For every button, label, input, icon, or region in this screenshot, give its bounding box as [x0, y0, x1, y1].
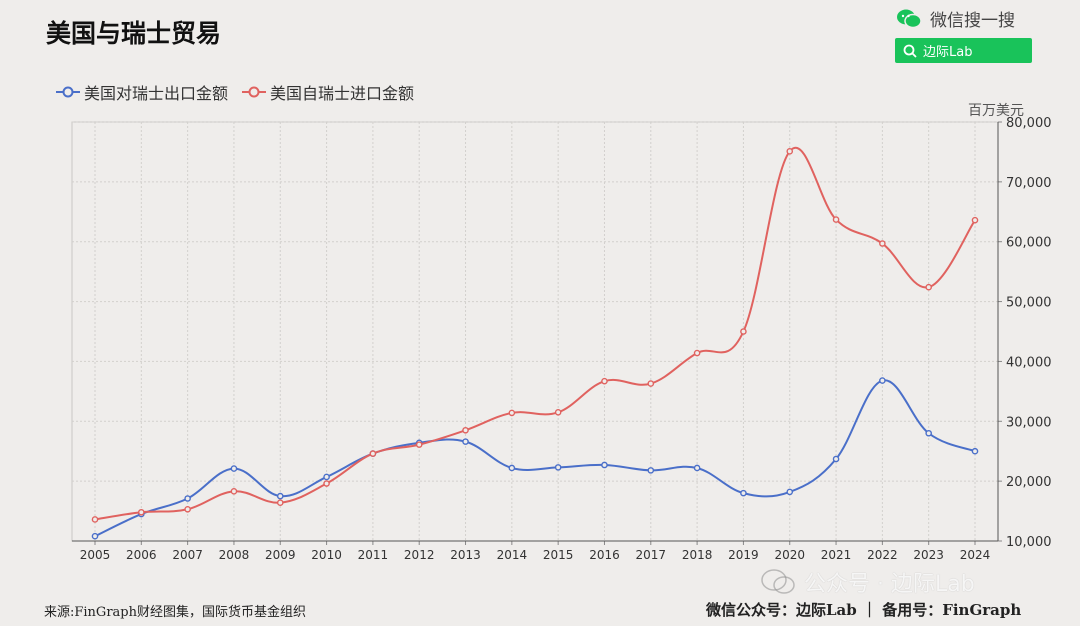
data-point-1 — [601, 377, 608, 385]
x-tick-label: 2020 — [774, 548, 805, 562]
data-point-1 — [879, 240, 886, 247]
data-point-0 — [647, 467, 655, 474]
legend-item-import[interactable]: 美国自瑞士进口金额 — [242, 80, 414, 104]
legend: 美国对瑞士出口金额 美国自瑞士进口金额 — [56, 80, 414, 104]
data-point-1 — [925, 283, 932, 291]
legend-item-export[interactable]: 美国对瑞士出口金额 — [56, 80, 228, 104]
data-point-1 — [415, 441, 423, 448]
data-point-1 — [323, 480, 330, 487]
source-note: 来源:FinGraph财经图集，国际货币基金组织 — [44, 605, 306, 620]
x-tick-label: 2008 — [219, 548, 250, 562]
data-point-1 — [832, 216, 840, 223]
data-point-1 — [138, 508, 145, 516]
legend-marker-import — [242, 86, 267, 98]
data-point-0 — [508, 464, 516, 472]
data-point-0 — [323, 473, 330, 481]
data-point-0 — [601, 461, 608, 469]
data-point-0 — [786, 488, 794, 496]
x-tick-label: 2011 — [358, 548, 389, 562]
y-tick-label: 40,000 — [1006, 355, 1052, 370]
series-line-1 — [94, 147, 976, 521]
x-tick-label: 2006 — [126, 548, 157, 562]
data-point-0 — [740, 489, 747, 497]
data-point-1 — [647, 380, 655, 387]
data-point-0 — [462, 438, 469, 445]
search-icon — [903, 44, 917, 58]
data-point-0 — [184, 495, 191, 502]
data-point-1 — [786, 148, 794, 155]
y-tick-label: 20,000 — [1006, 475, 1052, 490]
x-tick-label: 2014 — [497, 548, 528, 562]
series-line-0 — [94, 379, 976, 538]
data-point-0 — [230, 465, 238, 472]
data-point-0 — [693, 464, 701, 472]
legend-label-import: 美国自瑞士进口金额 — [270, 84, 415, 103]
wechat-icon — [897, 9, 922, 28]
data-point-0 — [925, 429, 932, 437]
x-tick-label: 2009 — [265, 548, 296, 562]
watermark-text: 公众号 · 边际Lab — [804, 572, 975, 597]
data-point-0 — [971, 447, 979, 455]
data-point-1 — [740, 328, 747, 335]
x-tick-label: 2023 — [913, 548, 944, 562]
y-tick-label: 50,000 — [1006, 296, 1052, 311]
data-point-1 — [369, 450, 377, 457]
legend-marker-export — [56, 86, 80, 98]
wechat-search-brand: 微信搜一搜 — [896, 6, 1015, 31]
y-tick-label: 80,000 — [1006, 116, 1052, 131]
search-box[interactable]: 边际Lab — [895, 38, 1032, 63]
data-point-0 — [879, 377, 886, 384]
x-tick-label: 2015 — [543, 548, 574, 562]
data-point-1 — [276, 499, 284, 506]
data-point-0 — [276, 492, 284, 500]
data-point-1 — [554, 409, 562, 416]
brand-text: 微信搜一搜 — [930, 11, 1015, 31]
footer-credit: 微信公众号：边际Lab ｜ 备用号：FinGraph — [706, 601, 1022, 619]
x-tick-label: 2012 — [404, 548, 435, 562]
data-point-1 — [184, 505, 191, 513]
x-tick-label: 2016 — [589, 548, 620, 562]
data-point-0 — [832, 455, 840, 463]
data-point-1 — [91, 516, 99, 523]
chart-title: 美国与瑞士贸易 — [46, 19, 222, 48]
data-point-1 — [462, 426, 469, 434]
y-tick-label: 30,000 — [1006, 415, 1052, 430]
data-point-1 — [230, 488, 238, 495]
data-point-0 — [554, 464, 562, 471]
search-text: 边际Lab — [923, 45, 973, 60]
wechat-watermark-icon — [761, 569, 795, 594]
x-tick-label: 2013 — [450, 548, 481, 562]
data-point-1 — [508, 409, 516, 417]
y-tick-label: 70,000 — [1006, 176, 1052, 191]
x-tick-label: 2010 — [311, 548, 342, 562]
data-point-1 — [971, 216, 979, 224]
legend-label-export: 美国对瑞士出口金额 — [84, 84, 229, 103]
x-tick-label: 2022 — [867, 548, 898, 562]
x-tick-label: 2019 — [728, 548, 759, 562]
x-tick-label: 2021 — [821, 548, 852, 562]
x-tick-label: 2007 — [172, 548, 203, 562]
x-tick-label: 2005 — [80, 548, 111, 562]
data-point-1 — [693, 349, 701, 357]
watermark: 公众号 · 边际Lab — [760, 566, 975, 598]
y-tick-label: 10,000 — [1006, 535, 1052, 550]
x-tick-label: 2018 — [682, 548, 713, 562]
plot-border — [71, 121, 999, 542]
data-point-0 — [91, 532, 99, 540]
x-tick-label: 2017 — [636, 548, 667, 562]
x-tick-label: 2024 — [960, 548, 991, 562]
y-axis-unit: 百万美元 — [968, 103, 1024, 119]
y-tick-label: 60,000 — [1006, 236, 1052, 251]
